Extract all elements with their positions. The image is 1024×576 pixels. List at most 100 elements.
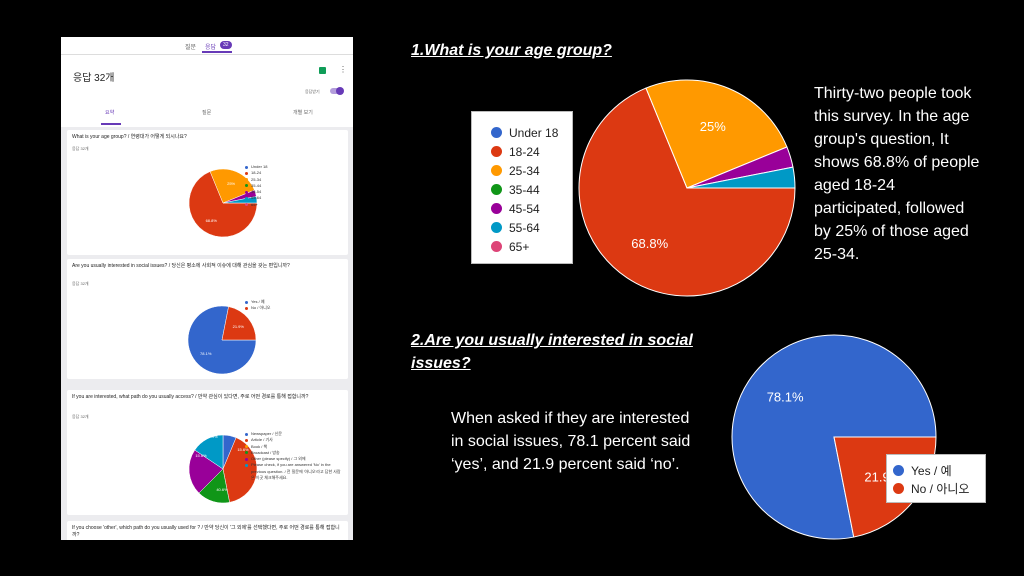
other-card: If you choose 'other', which path do you… [67,521,348,540]
response-count-badge: 32 [220,41,232,49]
section1-title: 1.What is your age group? [411,42,612,59]
path-pie-small-label-1: 15.6% [237,447,249,452]
path-legend-small-swatch [245,445,248,449]
age-pie-small-label-2: 25% [227,181,235,186]
path-legend-small-swatch [245,457,248,461]
social-legend-label: Yes / 예 [911,463,952,478]
active-tab-indicator [202,51,232,53]
age-legend-small-label: Under 18 [251,164,268,169]
social-question: Are you usually interested in social iss… [72,263,290,269]
age-legend-small-swatch [245,178,248,182]
section1-paragraph: Thirty-two people took this survey. In t… [814,85,980,263]
path-pie-small-slice-1 [222,437,258,503]
age-pie-slice-4 [686,146,794,189]
path-legend-small-swatch [245,451,248,455]
age-legend-small-swatch [245,184,248,188]
path-legend-small-item: Broadcast / 방송 [245,450,343,456]
path-legend-small-item: Book / 책 [245,444,343,450]
age-legend-small-label: 25-34 [251,176,262,182]
age-legend-item: 65+ [472,237,572,256]
more-vert-icon[interactable]: ⋮ [339,65,347,74]
accepting-responses-toggle[interactable] [330,87,344,95]
path-legend-small-item: Article / 기사 [245,437,343,443]
path-count: 응답 32개 [72,414,89,419]
age-legend-label: 65+ [509,239,530,254]
social-legend-small-item: No / 아니오 [245,305,271,311]
section2-paragraph: When asked if they are interested in soc… [451,410,691,473]
age-legend-swatch [491,222,502,233]
social-legend-small-label: No / 아니오 [251,305,271,311]
social-legend-small: Yes / 예 No / 아니오 [245,299,271,312]
path-pie-small: 21.9% 15.6% 15.6% 40.6% [188,434,258,504]
sheets-icon[interactable] [319,67,326,74]
section2-title: 2.Are you usually interested in social i… [411,332,693,372]
social-legend: Yes / 예 No / 아니오 [886,454,986,503]
social-legend-small-swatch [245,300,248,304]
age-legend-item: Under 18 [472,123,572,142]
subtab-individual[interactable]: 개별 보기 [293,110,313,116]
social-legend-label: No / 아니오 [911,481,970,496]
age-legend-label: 45-54 [509,201,540,216]
tab-questions[interactable]: 질문 [185,45,197,51]
subtab-summary[interactable]: 요약 [105,110,115,116]
other-question: If you choose 'other', which path do you… [72,525,340,538]
path-legend-small-label: Newspaper / 신문 [251,431,282,436]
age-legend-item: 45-54 [472,199,572,218]
path-legend-small-item: Please check, if you are answered 'No' i… [245,462,343,481]
path-legend-small-label: Broadcast / 방송 [251,449,280,455]
tab-responses[interactable]: 응답 [205,45,217,51]
age-pie-small: 68.8% 25% [188,168,258,238]
age-legend-label: 18-24 [509,144,540,159]
social-legend-swatch [893,482,904,494]
path-pie-small-label-3: 40.6% [216,487,228,492]
age-pie-slice-2 [645,79,788,189]
age-legend-small-swatch [245,203,248,207]
age-legend: Under 18 18-24 25-34 35-44 45-54 55-64 65+ [471,111,573,264]
social-pie-small-label-0: 78.1% [200,351,212,356]
social-pie-small: 78.1% 21.9% [187,305,257,375]
social-card: Are you usually interested in social iss… [67,259,348,379]
subtab-indicator [101,123,121,125]
path-pie-small-label-2: 15.6% [195,453,207,458]
path-legend-small-label: Other (please specify) / 그 외에 [251,456,306,462]
path-pie-small-slice-5 [194,434,224,470]
survey-screenshot: 질문 응답 32 응답 32개 ⋮ 응답받기 요약 질문 개별 보기 What … [61,37,353,540]
age-legend-label: 35-44 [509,182,540,197]
age-legend-item: 25-34 [472,161,572,180]
subtab-question[interactable]: 질문 [202,110,212,116]
age-legend-label: Under 18 [509,125,559,140]
age-legend-label: 55-64 [509,220,540,235]
age-legend-small-swatch [245,165,248,169]
social-legend-item: Yes / 예 [887,461,985,479]
age-legend-small-label: 55-64 [251,195,262,201]
path-legend-small-label: Book / 책 [251,443,268,449]
age-legend-small-swatch [245,196,248,200]
age-legend-small-item: 25-34 [245,177,267,183]
age-legend-small-label: 45-54 [251,189,262,195]
social-count: 응답 32개 [72,281,89,286]
path-legend-small-label: Please check, if you are answered 'No' i… [251,462,341,481]
age-legend-item: 18-24 [472,142,572,161]
age-legend-small-label: 35-44 [251,182,262,188]
path-legend-small-swatch [245,438,248,442]
age-legend-small-item: 35-44 [245,183,267,189]
age-card: What is your age group? / 연령대가 어떻게 되시나요?… [67,130,348,255]
age-legend-swatch [491,146,502,157]
age-count: 응답 32개 [72,146,89,151]
path-legend-small-swatch [245,432,248,436]
age-legend-small-label: 18-24 [251,170,262,176]
age-legend-item: 35-44 [472,180,572,199]
responses-title: 응답 32개 [73,73,115,84]
path-pie-small-slice-4 [188,449,224,494]
age-legend-swatch [491,165,502,176]
age-legend-small-item: 18-24 [245,170,267,176]
age-legend-swatch [491,127,502,138]
age-pie-small-slice-1 [188,171,258,238]
social-legend-swatch [893,464,904,476]
path-legend-small-item: Newspaper / 신문 [245,431,343,437]
path-legend-small-label: Article / 기사 [251,437,273,443]
age-pie-small-label-1: 68.8% [206,218,218,223]
age-legend-small: Under 18 18-24 25-34 35-44 45-54 55-64 65+ [245,164,267,208]
age-pie: 68.8% 25% [578,79,796,297]
social-pie: 78.1%21.9% [731,334,937,540]
